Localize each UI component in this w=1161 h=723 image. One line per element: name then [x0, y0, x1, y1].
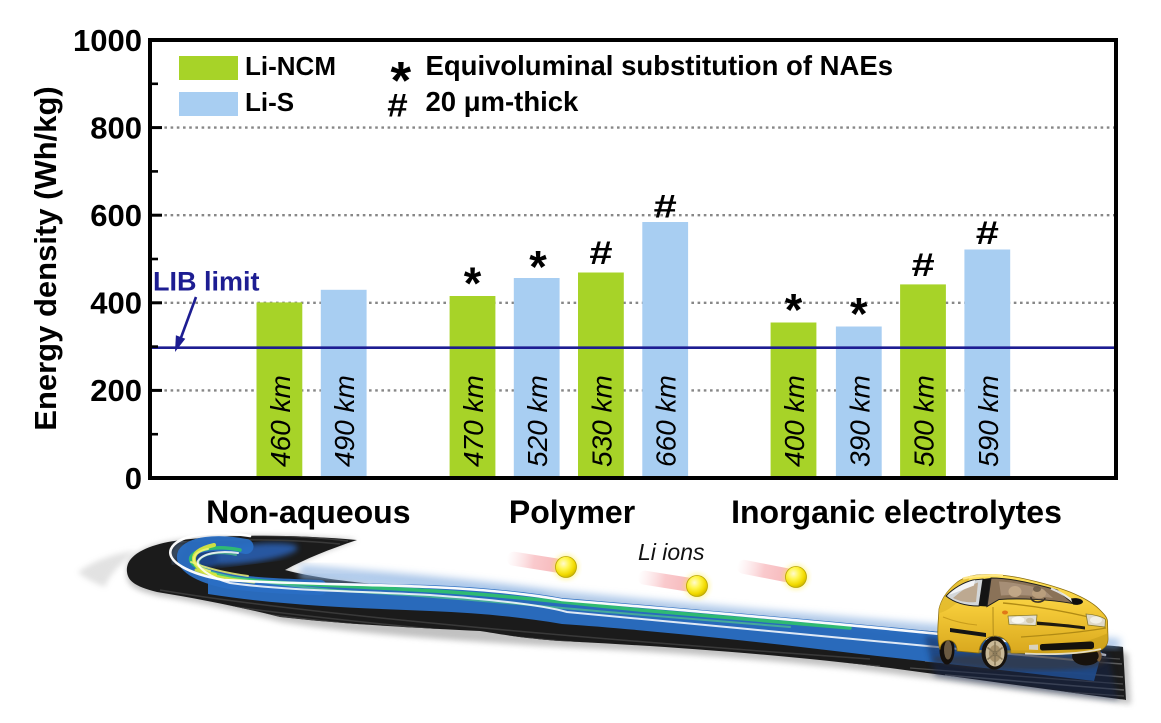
svg-text:LIB limit: LIB limit [153, 267, 260, 297]
svg-text:400: 400 [90, 286, 142, 321]
svg-text:Non-aqueous: Non-aqueous [206, 494, 410, 530]
svg-text:490 km: 490 km [329, 375, 360, 467]
svg-text:590 km: 590 km [973, 375, 1004, 467]
svg-text:#: # [589, 235, 613, 271]
svg-text:660 km: 660 km [651, 375, 682, 467]
svg-text:Li-S: Li-S [245, 87, 294, 117]
svg-text:460 km: 460 km [265, 375, 296, 467]
svg-text:20 μm-thick: 20 μm-thick [426, 86, 580, 117]
svg-text:Li-NCM: Li-NCM [245, 51, 336, 81]
svg-text:1000: 1000 [73, 23, 142, 58]
svg-text:#: # [976, 215, 1000, 251]
svg-text:*: * [464, 258, 482, 309]
svg-text:#: # [387, 89, 407, 124]
svg-text:400 km: 400 km [779, 375, 810, 467]
svg-text:530 km: 530 km [586, 375, 617, 467]
svg-text:Inorganic electrolytes: Inorganic electrolytes [731, 494, 1062, 530]
svg-text:*: * [850, 289, 868, 340]
svg-text:520 km: 520 km [522, 375, 553, 467]
svg-text:Li ions: Li ions [638, 539, 705, 565]
svg-text:*: * [529, 242, 547, 293]
svg-text:600: 600 [90, 198, 142, 233]
svg-text:Polymer: Polymer [509, 494, 635, 530]
svg-text:Equivoluminal substitution of: Equivoluminal substitution of NAEs [426, 50, 894, 81]
svg-text:Energy density (Wh/kg): Energy density (Wh/kg) [28, 86, 63, 430]
svg-text:500 km: 500 km [909, 375, 940, 467]
svg-text:470 km: 470 km [458, 375, 489, 467]
svg-text:390 km: 390 km [844, 375, 875, 467]
svg-text:#: # [654, 188, 678, 224]
svg-text:*: * [785, 285, 803, 336]
svg-text:#: # [911, 247, 935, 283]
svg-text:0: 0 [125, 461, 142, 496]
svg-text:*: * [390, 52, 411, 111]
svg-text:800: 800 [90, 110, 142, 145]
svg-text:200: 200 [90, 373, 142, 408]
